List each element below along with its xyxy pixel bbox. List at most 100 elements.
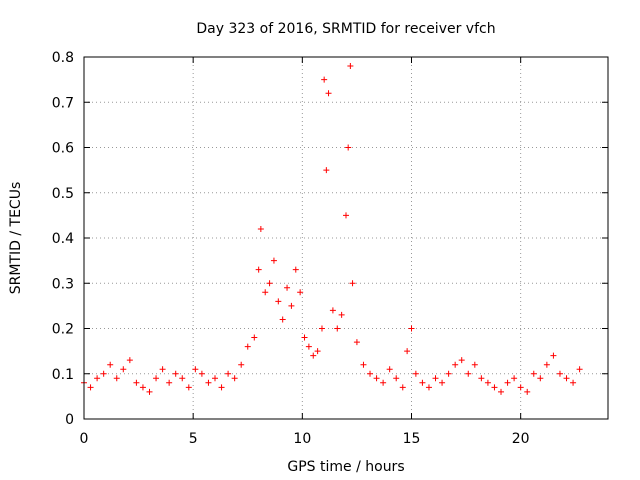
data-point <box>393 375 400 382</box>
data-point <box>404 348 411 355</box>
data-point <box>318 325 325 332</box>
data-point <box>373 375 380 382</box>
data-point <box>530 370 537 377</box>
data-point <box>292 266 299 273</box>
data-point <box>524 388 531 395</box>
data-point <box>231 375 238 382</box>
data-point <box>284 284 291 291</box>
data-point <box>412 370 419 377</box>
data-point <box>498 388 505 395</box>
data-point <box>491 384 498 391</box>
data-point <box>218 384 225 391</box>
data-points <box>81 63 583 395</box>
data-point <box>517 384 524 391</box>
data-point <box>301 334 308 341</box>
data-point <box>543 361 550 368</box>
data-point <box>345 144 352 151</box>
data-point <box>120 366 127 373</box>
data-point <box>310 352 317 359</box>
data-point <box>270 257 277 264</box>
data-point <box>94 375 101 382</box>
data-point <box>166 379 173 386</box>
data-point <box>325 90 332 97</box>
data-point <box>244 343 251 350</box>
data-point <box>537 375 544 382</box>
data-point <box>570 379 577 386</box>
data-point <box>87 384 94 391</box>
data-point <box>367 370 374 377</box>
data-point <box>321 76 328 83</box>
data-point <box>349 280 356 287</box>
y-tick-label: 0.8 <box>52 50 74 66</box>
data-point <box>153 375 160 382</box>
data-point <box>198 370 205 377</box>
data-point <box>408 325 415 332</box>
data-point <box>185 384 192 391</box>
data-point <box>465 370 472 377</box>
y-axis-label: SRMTID / TECUs <box>8 182 24 295</box>
data-point <box>550 352 557 359</box>
data-point <box>504 379 511 386</box>
data-point <box>360 361 367 368</box>
data-point <box>275 298 282 305</box>
data-point <box>288 302 295 309</box>
data-point <box>133 379 140 386</box>
data-point <box>146 388 153 395</box>
data-point <box>576 366 583 373</box>
data-point <box>386 366 393 373</box>
data-point <box>192 366 199 373</box>
x-tick-label: 10 <box>293 431 311 447</box>
data-point <box>511 375 518 382</box>
data-point <box>556 370 563 377</box>
axis-ticks: 0 5 10 15 20 0 0.1 0.2 0.3 0.4 0.5 0.6 0.7 0.8 <box>52 50 608 447</box>
data-point <box>266 280 273 287</box>
data-point <box>399 384 406 391</box>
data-point <box>100 370 107 377</box>
x-tick-label: 0 <box>80 431 89 447</box>
data-point <box>452 361 459 368</box>
data-point <box>432 375 439 382</box>
x-tick-label: 5 <box>189 431 198 447</box>
x-tick-label: 15 <box>403 431 421 447</box>
grid <box>84 57 608 419</box>
data-point <box>445 370 452 377</box>
y-tick-label: 0 <box>65 412 74 428</box>
data-point <box>205 379 212 386</box>
y-tick-label: 0.5 <box>52 186 74 202</box>
data-point <box>478 375 485 382</box>
data-point <box>458 357 465 364</box>
y-tick-label: 0.4 <box>52 231 74 247</box>
data-point <box>338 311 345 318</box>
data-point <box>113 375 120 382</box>
data-point <box>126 357 133 364</box>
data-point <box>329 307 336 314</box>
y-tick-label: 0.3 <box>52 276 74 292</box>
data-point <box>262 289 269 296</box>
data-point <box>255 266 262 273</box>
data-point <box>107 361 114 368</box>
data-point <box>353 339 360 346</box>
data-point <box>238 361 245 368</box>
data-point <box>179 375 186 382</box>
data-point <box>251 334 258 341</box>
y-tick-label: 0.2 <box>52 322 74 338</box>
data-point <box>279 316 286 323</box>
data-point <box>563 375 570 382</box>
data-point <box>314 348 321 355</box>
x-tick-label: 20 <box>512 431 530 447</box>
data-point <box>172 370 179 377</box>
data-point <box>323 167 330 174</box>
data-point <box>305 343 312 350</box>
data-point <box>439 379 446 386</box>
y-tick-label: 0.6 <box>52 141 74 157</box>
chart-title: Day 323 of 2016, SRMTID for receiver vfc… <box>196 21 495 37</box>
data-point <box>225 370 232 377</box>
data-point <box>380 379 387 386</box>
data-point <box>334 325 341 332</box>
x-axis-label: GPS time / hours <box>287 459 404 475</box>
y-tick-label: 0.7 <box>52 95 74 111</box>
data-point <box>159 366 166 373</box>
data-point <box>343 212 349 219</box>
